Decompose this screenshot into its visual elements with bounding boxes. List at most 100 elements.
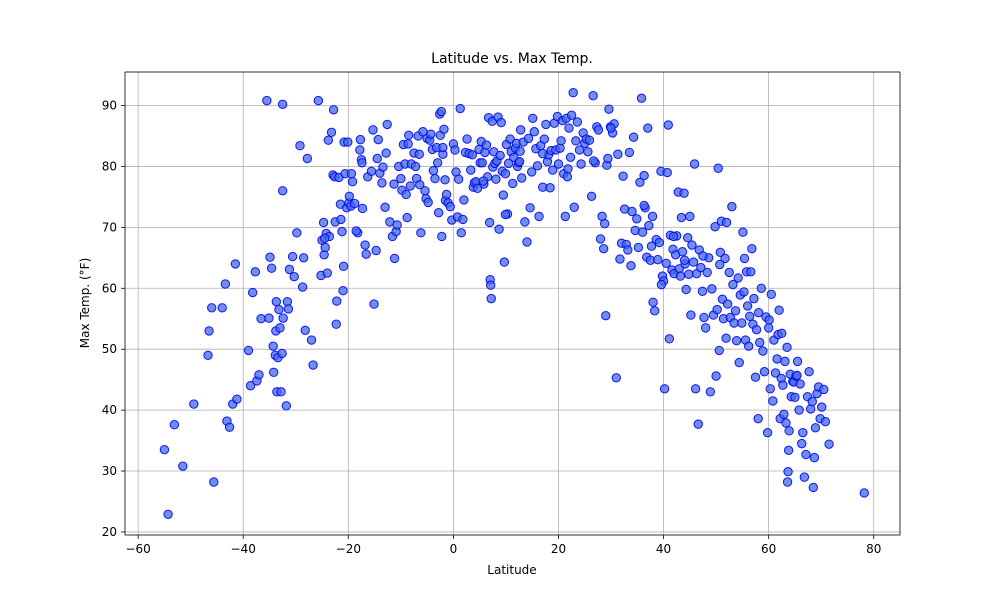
data-point — [338, 227, 346, 235]
data-point — [725, 268, 733, 276]
data-point — [785, 427, 793, 435]
data-point — [509, 179, 517, 187]
x-tick-label: 40 — [656, 542, 671, 556]
data-point — [773, 355, 781, 363]
data-point — [783, 343, 791, 351]
data-point — [700, 313, 708, 321]
data-point — [446, 202, 454, 210]
data-point — [767, 290, 775, 298]
data-point — [309, 361, 317, 369]
data-point — [714, 164, 722, 172]
data-point — [332, 320, 340, 328]
data-point — [285, 265, 293, 273]
data-point — [323, 269, 331, 277]
data-point — [397, 174, 405, 182]
data-point — [757, 284, 765, 292]
data-point — [713, 305, 721, 313]
data-point — [557, 137, 565, 145]
data-point — [599, 244, 607, 252]
data-point — [526, 204, 534, 212]
data-point — [218, 304, 226, 312]
data-point — [345, 192, 353, 200]
data-point — [699, 252, 707, 260]
data-point — [479, 177, 487, 185]
data-point — [808, 397, 816, 405]
data-point — [516, 147, 524, 155]
data-point — [589, 92, 597, 100]
data-point — [460, 196, 468, 204]
data-point — [411, 162, 419, 170]
data-point — [810, 453, 818, 461]
data-point — [563, 173, 571, 181]
data-point — [535, 212, 543, 220]
data-point — [524, 134, 532, 142]
data-point — [740, 288, 748, 296]
data-point — [614, 150, 622, 158]
data-point — [638, 228, 646, 236]
data-point — [374, 135, 382, 143]
y-tick-label: 50 — [102, 342, 117, 356]
y-axis-ticks: 20 30 40 50 60 70 80 90 — [102, 99, 125, 539]
data-point — [456, 104, 464, 112]
data-point — [743, 302, 751, 310]
data-point — [805, 368, 813, 376]
data-point — [542, 120, 550, 128]
data-point — [348, 177, 356, 185]
data-point — [501, 170, 509, 178]
data-point — [573, 118, 581, 126]
data-point — [440, 125, 448, 133]
data-point — [339, 262, 347, 270]
data-point — [327, 128, 335, 136]
data-point — [686, 212, 694, 220]
data-point — [433, 159, 441, 167]
x-axis-ticks: −60 −40 −20 0 20 40 60 80 — [125, 535, 881, 556]
data-point — [820, 385, 828, 393]
data-point — [565, 124, 573, 132]
data-point — [722, 334, 730, 342]
data-point — [811, 424, 819, 432]
y-tick-label: 90 — [102, 99, 117, 113]
data-point — [204, 351, 212, 359]
data-point — [267, 264, 275, 272]
data-point — [775, 306, 783, 314]
data-point — [783, 478, 791, 486]
data-point — [540, 135, 548, 143]
data-point — [708, 285, 716, 293]
data-point — [706, 388, 714, 396]
data-point — [796, 380, 804, 388]
data-point — [221, 280, 229, 288]
data-point — [739, 228, 747, 236]
data-point — [760, 368, 768, 376]
data-point — [339, 287, 347, 295]
data-points — [160, 89, 868, 519]
data-point — [624, 246, 632, 254]
data-point — [604, 154, 612, 162]
data-point — [402, 190, 410, 198]
data-point — [382, 149, 390, 157]
y-axis-label: Max Temp. (°F) — [78, 258, 92, 349]
data-point — [370, 300, 378, 308]
data-point — [589, 157, 597, 165]
data-point — [482, 141, 490, 149]
data-point — [654, 255, 662, 263]
data-point — [356, 146, 364, 154]
data-point — [664, 121, 672, 129]
data-point — [662, 259, 670, 267]
data-point — [570, 203, 578, 211]
data-point — [754, 414, 762, 422]
x-tick-label: 0 — [450, 542, 458, 556]
data-point — [744, 342, 752, 350]
data-point — [751, 373, 759, 381]
data-point — [554, 160, 562, 168]
data-point — [467, 166, 475, 174]
data-point — [728, 202, 736, 210]
data-point — [567, 111, 575, 119]
data-point — [344, 138, 352, 146]
data-point — [403, 213, 411, 221]
data-point — [694, 420, 702, 428]
data-point — [569, 89, 577, 97]
y-tick-label: 30 — [102, 464, 117, 478]
data-point — [463, 135, 471, 143]
data-point — [722, 218, 730, 226]
y-tick-label: 60 — [102, 281, 117, 295]
